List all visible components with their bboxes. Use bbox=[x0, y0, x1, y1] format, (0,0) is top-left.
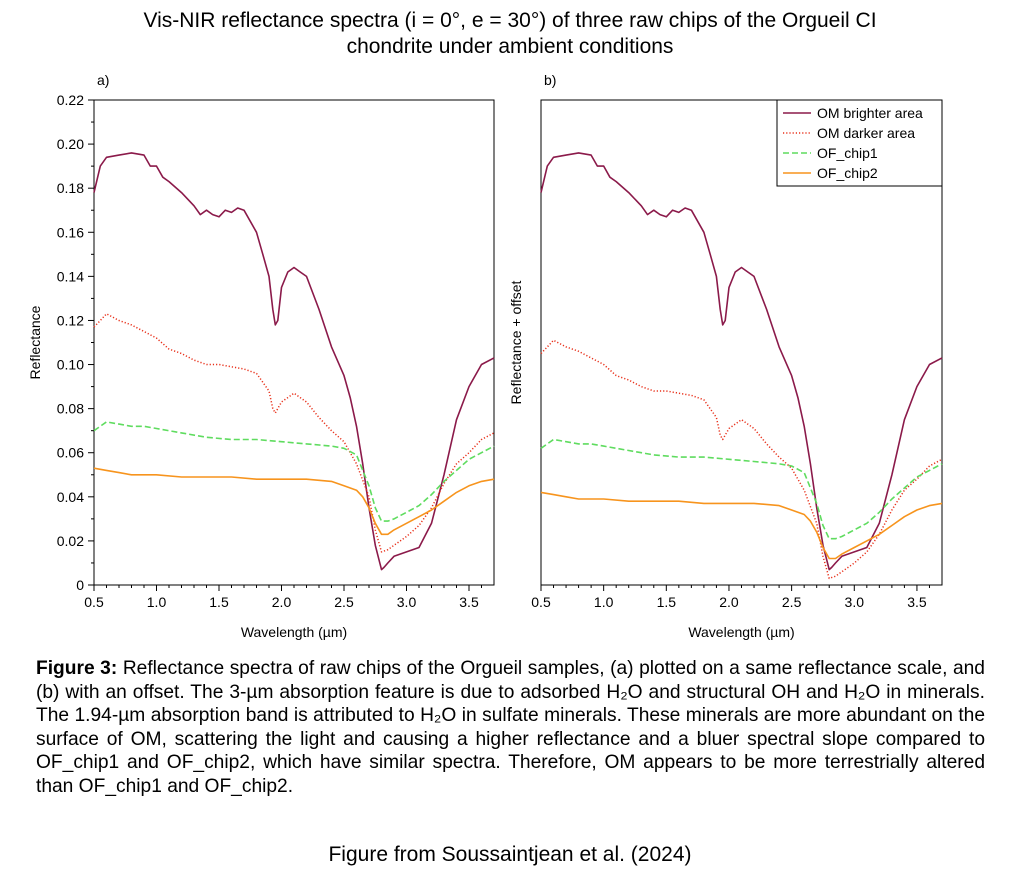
legend-entry: OF_chip2 bbox=[817, 165, 878, 181]
figure-title-line2: chondrite under ambient conditions bbox=[346, 35, 674, 58]
legend-entry: OM darker area bbox=[817, 125, 915, 141]
panel-label: a) bbox=[97, 72, 109, 88]
y-tick-label: 0.20 bbox=[57, 136, 84, 152]
y-tick-label: 0 bbox=[76, 577, 84, 593]
y-axis-label: Reflectance bbox=[27, 305, 43, 379]
figure-title-line1: Vis-NIR reflectance spectra (i = 0°, e =… bbox=[143, 9, 877, 32]
legend-entry: OM brighter area bbox=[817, 105, 923, 121]
series-line-om-darker-area bbox=[93, 313, 495, 553]
y-tick-label: 0.10 bbox=[57, 357, 84, 373]
x-tick-label: 0.5 bbox=[84, 594, 104, 610]
series-line-of-chip2 bbox=[540, 491, 943, 560]
y-tick-label: 0.16 bbox=[57, 224, 84, 240]
series-line-om-brighter-area bbox=[540, 152, 943, 571]
legend-entry: OF_chip1 bbox=[817, 145, 878, 161]
x-axis-label: Wavelength (µm) bbox=[241, 624, 347, 640]
figure-title: Vis-NIR reflectance spectra (i = 0°, e =… bbox=[0, 8, 1020, 60]
series-line-of-chip2 bbox=[93, 467, 495, 536]
series-line-om-brighter-area bbox=[93, 152, 495, 571]
figure-caption: Figure 3: Reflectance spectra of raw chi… bbox=[36, 657, 985, 798]
legend-box bbox=[776, 99, 943, 187]
y-tick-label: 0.06 bbox=[57, 445, 84, 461]
x-tick-label: 2.5 bbox=[782, 594, 802, 610]
y-tick-label: 0.08 bbox=[57, 401, 84, 417]
x-axis-label: Wavelength (µm) bbox=[688, 624, 794, 640]
y-tick-label: 0.12 bbox=[57, 312, 84, 328]
x-tick-label: 2.0 bbox=[719, 594, 739, 610]
series-line-om-darker-area bbox=[540, 339, 943, 580]
y-tick-label: 0.18 bbox=[57, 180, 84, 196]
x-tick-label: 3.0 bbox=[397, 594, 417, 610]
x-tick-label: 3.0 bbox=[845, 594, 865, 610]
x-tick-label: 0.5 bbox=[531, 594, 551, 610]
caption-label: Figure 3: bbox=[36, 658, 118, 679]
x-tick-label: 1.0 bbox=[594, 594, 614, 610]
x-tick-label: 2.0 bbox=[272, 594, 292, 610]
y-tick-label: 0.02 bbox=[57, 533, 84, 549]
figure-credit: Figure from Soussaintjean et al. (2024) bbox=[328, 843, 692, 866]
x-tick-label: 2.5 bbox=[334, 594, 354, 610]
y-tick-label: 0.14 bbox=[57, 268, 84, 284]
series-line-of-chip1 bbox=[93, 421, 495, 522]
series-line-of-chip1 bbox=[540, 438, 943, 540]
panel-label: b) bbox=[544, 72, 556, 88]
caption-text: Reflectance spectra of raw chips of the … bbox=[36, 658, 985, 797]
x-tick-label: 3.5 bbox=[907, 594, 927, 610]
y-tick-label: 0.22 bbox=[57, 92, 84, 108]
x-tick-label: 1.5 bbox=[209, 594, 229, 610]
x-tick-label: 3.5 bbox=[459, 594, 479, 610]
x-tick-label: 1.0 bbox=[147, 594, 167, 610]
x-tick-label: 1.5 bbox=[657, 594, 677, 610]
y-tick-label: 0.04 bbox=[57, 489, 84, 505]
y-axis-label: Reflectance + offset bbox=[508, 280, 524, 404]
